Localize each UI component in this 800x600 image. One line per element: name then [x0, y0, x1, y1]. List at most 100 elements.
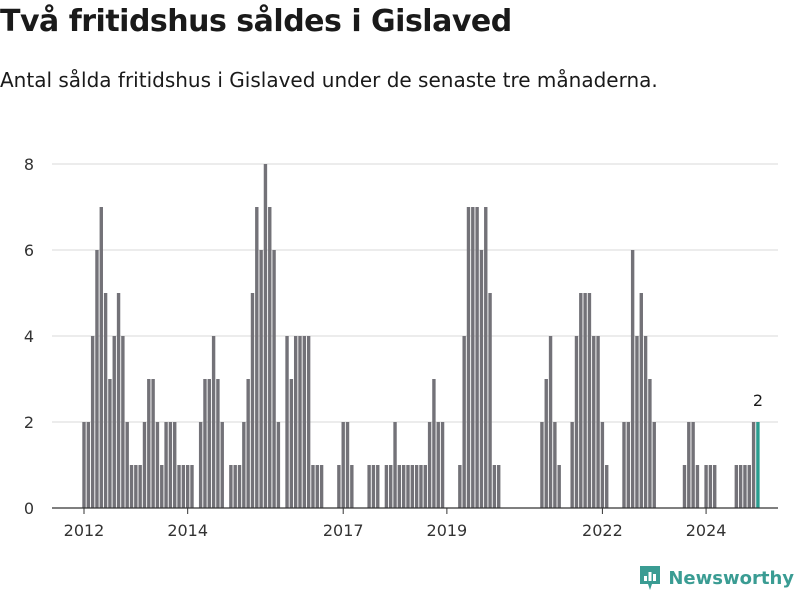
bar — [583, 293, 587, 508]
bar — [639, 293, 643, 508]
bar — [371, 465, 376, 508]
chart-subtitle: Antal sålda fritidshus i Gislaved under … — [0, 68, 658, 92]
bar — [652, 422, 656, 508]
bar — [695, 465, 700, 508]
bar — [147, 379, 151, 508]
bar — [367, 465, 371, 508]
bar — [423, 465, 427, 508]
bar — [419, 465, 423, 508]
bar — [121, 336, 125, 508]
bar — [626, 422, 631, 508]
bar — [492, 465, 497, 508]
bar — [90, 336, 95, 508]
brand-logo: Newsworthy — [638, 564, 794, 592]
x-tick-label: 2024 — [686, 521, 727, 540]
x-tick-label: 2012 — [64, 521, 105, 540]
bar — [691, 422, 695, 508]
bar — [414, 465, 419, 508]
bar — [302, 336, 307, 508]
bar — [635, 336, 639, 508]
x-tick-label: 2019 — [427, 521, 468, 540]
bar — [138, 465, 142, 508]
bar — [410, 465, 415, 508]
bar — [630, 250, 635, 508]
bar — [246, 379, 250, 508]
bar-highlight — [756, 422, 760, 508]
bar — [276, 422, 281, 508]
y-tick-label: 0 — [24, 499, 34, 518]
bar — [181, 465, 186, 508]
bar — [687, 422, 691, 508]
bar — [99, 207, 103, 508]
bar — [160, 465, 164, 508]
newsworthy-logo-icon — [640, 566, 661, 590]
bar — [751, 422, 756, 508]
bar — [95, 250, 99, 508]
bar — [116, 293, 121, 508]
bar — [86, 422, 91, 508]
bar — [250, 293, 255, 508]
bar — [648, 379, 652, 508]
bar — [605, 465, 609, 508]
bar — [440, 422, 445, 508]
bar — [103, 293, 108, 508]
bar — [337, 465, 341, 508]
bar — [237, 465, 242, 508]
bar — [743, 465, 747, 508]
bar — [540, 422, 544, 508]
bar — [592, 336, 596, 508]
bar — [462, 336, 466, 508]
bar — [544, 379, 548, 508]
bar — [488, 293, 492, 508]
bar — [168, 422, 173, 508]
bar — [557, 465, 561, 508]
bar — [458, 465, 462, 508]
bar — [389, 465, 393, 508]
bar — [497, 465, 501, 508]
bar — [259, 250, 263, 508]
bar — [177, 465, 181, 508]
bar — [142, 422, 147, 508]
bar — [376, 465, 380, 508]
bar — [553, 422, 557, 508]
bar — [479, 250, 484, 508]
bar — [596, 336, 600, 508]
bar — [289, 379, 294, 508]
bar — [579, 293, 583, 508]
bar — [548, 336, 553, 508]
bar — [600, 422, 605, 508]
bar — [293, 336, 298, 508]
bar — [704, 465, 708, 508]
y-tick-label: 8 — [24, 155, 34, 174]
brand-name: Newsworthy — [668, 567, 794, 589]
bar — [436, 422, 440, 508]
bar — [263, 164, 268, 508]
bar — [397, 465, 402, 508]
bar — [173, 422, 177, 508]
bar — [432, 379, 436, 508]
bar — [82, 422, 86, 508]
bar — [198, 422, 203, 508]
chart-title: Två fritidshus såldes i Gislaved — [0, 4, 512, 39]
bar-value-label: 2 — [753, 391, 763, 410]
bar — [268, 207, 272, 508]
bar — [345, 422, 350, 508]
x-tick-label: 2014 — [167, 521, 208, 540]
bar — [708, 465, 713, 508]
bar — [587, 293, 592, 508]
bar — [190, 465, 194, 508]
bar — [203, 379, 207, 508]
bar — [306, 336, 311, 508]
bar — [570, 422, 574, 508]
bar — [406, 465, 410, 508]
bar — [713, 465, 717, 508]
bar — [298, 336, 302, 508]
bar — [319, 465, 324, 508]
x-tick-label: 2017 — [323, 521, 364, 540]
bar — [216, 379, 220, 508]
bar — [155, 422, 160, 508]
bar — [211, 336, 216, 508]
bar — [207, 379, 211, 508]
bar — [220, 422, 224, 508]
bar — [233, 465, 237, 508]
